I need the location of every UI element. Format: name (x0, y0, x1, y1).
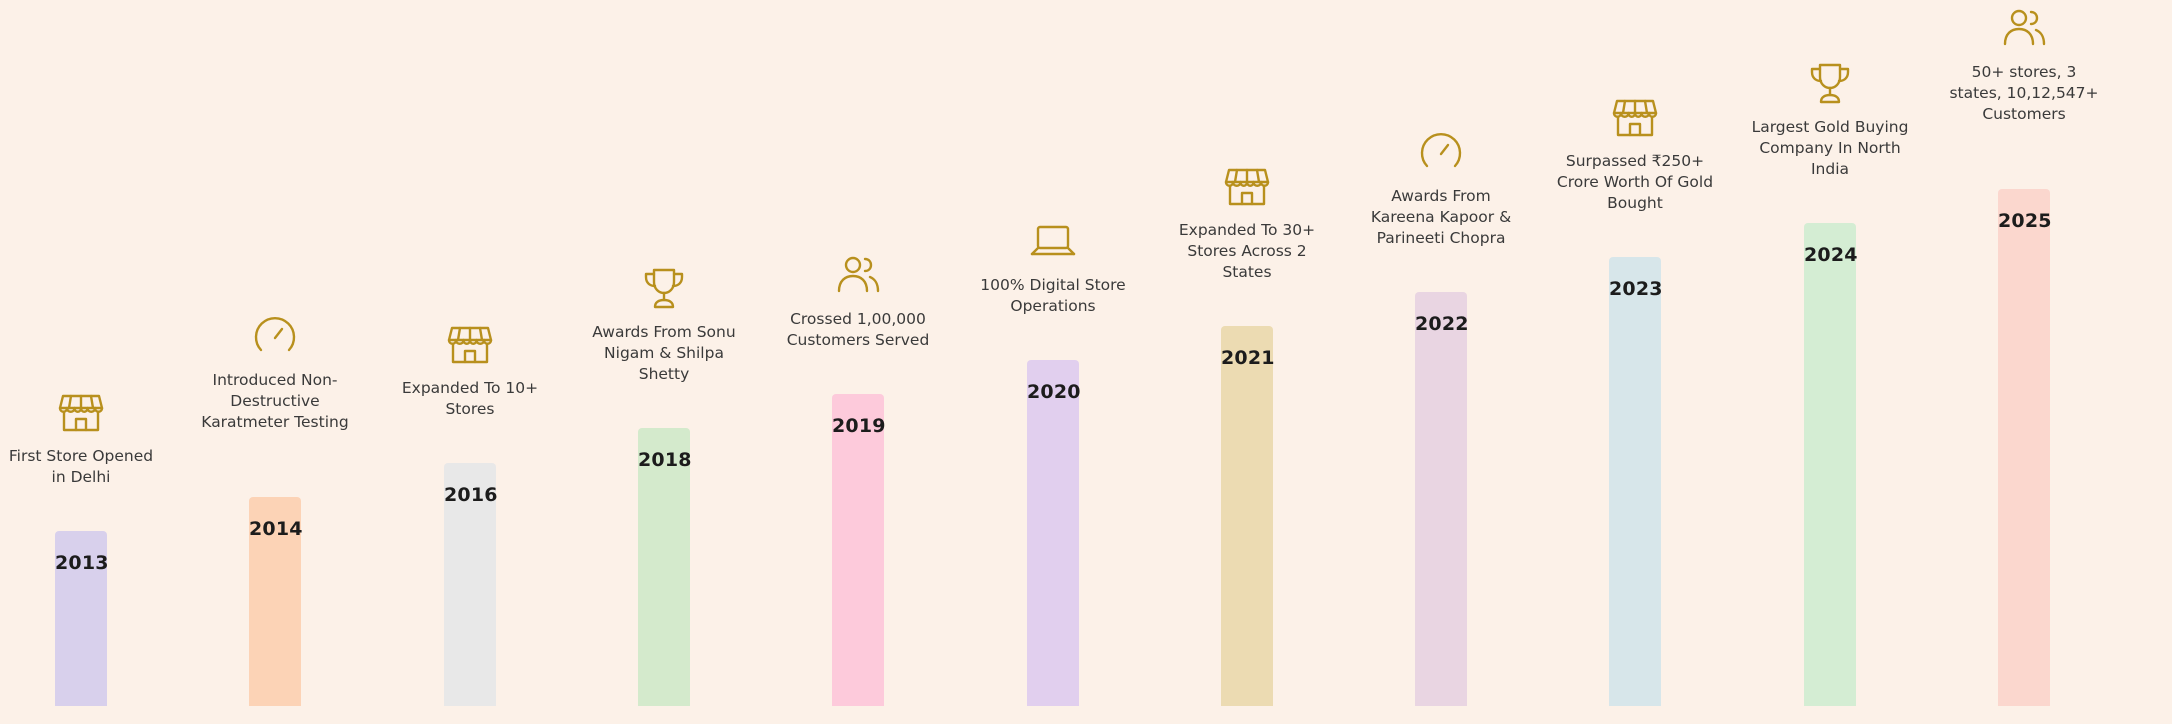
milestone-caption: 100% Digital Store Operations (980, 276, 1126, 315)
milestone-2016: 2016 Expanded To 10+ Stores (390, 0, 550, 706)
milestone-bar-2013: 2013 (55, 531, 109, 706)
gauge-icon (251, 312, 299, 360)
trophy-icon (640, 264, 688, 312)
milestone-bar-2019: 2019 (832, 394, 886, 706)
milestone-year-label: 2016 (444, 484, 498, 506)
milestone-2021: 2021 Expanded To 30+ Stores Across 2 Stat… (1167, 0, 1327, 706)
milestone-2018: 2018 Awards From Sonu Nigam & Shilpa Shet… (584, 0, 744, 706)
milestone-caption: Introduced Non-Destructive Karatmeter Te… (201, 371, 349, 431)
milestone-year-label: 2013 (55, 552, 109, 574)
store-icon (1223, 162, 1271, 210)
milestone-bar-2016: 2016 (444, 463, 498, 706)
milestone-year-label: 2021 (1221, 347, 1275, 369)
milestone-caption: Surpassed ₹250+ Crore Worth Of Gold Boug… (1556, 152, 1714, 212)
milestone-bar-2014: 2014 (249, 497, 303, 706)
gauge-icon (1417, 128, 1465, 176)
milestone-bar-2025: 2025 (1998, 189, 2052, 706)
store-icon (1611, 93, 1659, 141)
users-icon (2000, 4, 2048, 52)
milestone-2019: 2019 Crossed 1,00,000 Customers Served (778, 0, 938, 706)
milestone-bar-2021: 2021 (1221, 326, 1275, 706)
milestone-2014: 2014 Introduced Non-Destructive Karatmete… (195, 0, 355, 706)
laptop-icon (1029, 217, 1077, 265)
store-icon (446, 320, 494, 368)
milestone-year-label: 2019 (832, 415, 886, 437)
milestone-2025: 2025 50+ stores, 3 states, 10,12,547+ Cus… (1944, 0, 2104, 706)
milestone-caption: Awards From Sonu Nigam & Shilpa Shetty (592, 323, 736, 383)
milestone-caption: 50+ stores, 3 states, 10,12,547+ Custome… (1949, 63, 2099, 123)
milestone-year-label: 2018 (638, 449, 692, 471)
users-icon (834, 251, 882, 299)
milestone-caption: Expanded To 30+ Stores Across 2 States (1178, 221, 1316, 281)
milestone-caption: Largest Gold Buying Company In North Ind… (1751, 118, 1909, 178)
milestone-year-label: 2022 (1415, 313, 1469, 335)
milestone-year-label: 2020 (1027, 381, 1081, 403)
milestone-year-label: 2014 (249, 518, 303, 540)
milestone-2024: 2024 Largest Gold Buying Company In North… (1750, 0, 1910, 706)
milestone-2013: 2013 First Store Opened in Delhi (1, 0, 161, 706)
milestone-bar-2018: 2018 (638, 428, 692, 706)
milestone-caption: Awards From Kareena Kapoor & Parineeti C… (1370, 187, 1512, 247)
milestone-caption: Crossed 1,00,000 Customers Served (786, 310, 930, 349)
milestone-bar-2024: 2024 (1804, 223, 1858, 706)
store-icon (57, 388, 105, 436)
trophy-icon (1806, 59, 1854, 107)
milestone-caption: Expanded To 10+ Stores (401, 379, 539, 418)
milestone-year-label: 2024 (1804, 244, 1858, 266)
milestone-year-label: 2025 (1998, 210, 2052, 232)
milestone-bar-2022: 2022 (1415, 292, 1469, 706)
milestone-bar-2020: 2020 (1027, 360, 1081, 706)
milestone-2023: 2023 Surpassed ₹250+ Crore Worth Of Gold … (1555, 0, 1715, 706)
milestone-2020: 2020 100% Digital Store Operations (973, 0, 1133, 706)
milestone-bar-2023: 2023 (1609, 257, 1663, 706)
milestone-caption: First Store Opened in Delhi (8, 447, 154, 486)
milestone-year-label: 2023 (1609, 278, 1663, 300)
milestone-2022: 2022 Awards From Kareena Kapoor & Parinee… (1361, 0, 1521, 706)
